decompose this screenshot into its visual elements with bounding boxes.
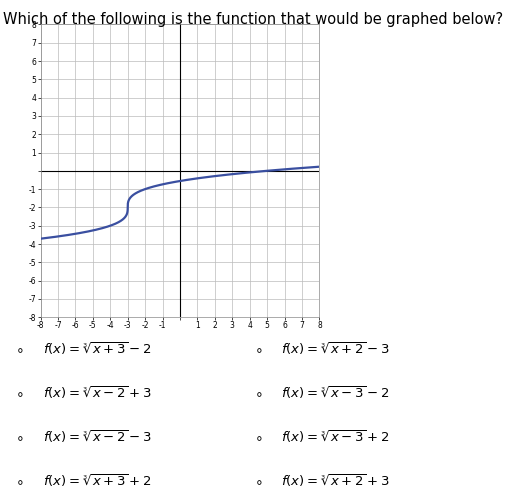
Text: $\circ$: $\circ$ xyxy=(254,342,262,356)
Text: $f(x) = \sqrt[3]{x+3}+2$: $f(x) = \sqrt[3]{x+3}+2$ xyxy=(43,472,152,488)
Text: $\circ$: $\circ$ xyxy=(15,386,24,400)
Text: $f(x) = \sqrt[3]{x+2}-3$: $f(x) = \sqrt[3]{x+2}-3$ xyxy=(281,341,390,357)
Text: $f(x) = \sqrt[3]{x-3}-2$: $f(x) = \sqrt[3]{x-3}-2$ xyxy=(281,385,390,401)
Text: $\circ$: $\circ$ xyxy=(254,474,262,488)
Text: $f(x) = \sqrt[3]{x+3}-2$: $f(x) = \sqrt[3]{x+3}-2$ xyxy=(43,341,152,357)
Text: Which of the following is the function that would be graphed below?: Which of the following is the function t… xyxy=(4,12,503,27)
Text: $\circ$: $\circ$ xyxy=(15,430,24,444)
Text: $f(x) = \sqrt[3]{x-2}+3$: $f(x) = \sqrt[3]{x-2}+3$ xyxy=(43,385,152,401)
Text: $\circ$: $\circ$ xyxy=(254,386,262,400)
Text: $f(x) = \sqrt[3]{x+2}+3$: $f(x) = \sqrt[3]{x+2}+3$ xyxy=(281,472,390,488)
Text: $\circ$: $\circ$ xyxy=(15,474,24,488)
Text: $f(x) = \sqrt[3]{x-3}+2$: $f(x) = \sqrt[3]{x-3}+2$ xyxy=(281,428,390,445)
Text: $\circ$: $\circ$ xyxy=(15,342,24,356)
Text: $\circ$: $\circ$ xyxy=(254,430,262,444)
Text: $f(x) = \sqrt[3]{x-2}-3$: $f(x) = \sqrt[3]{x-2}-3$ xyxy=(43,428,152,445)
